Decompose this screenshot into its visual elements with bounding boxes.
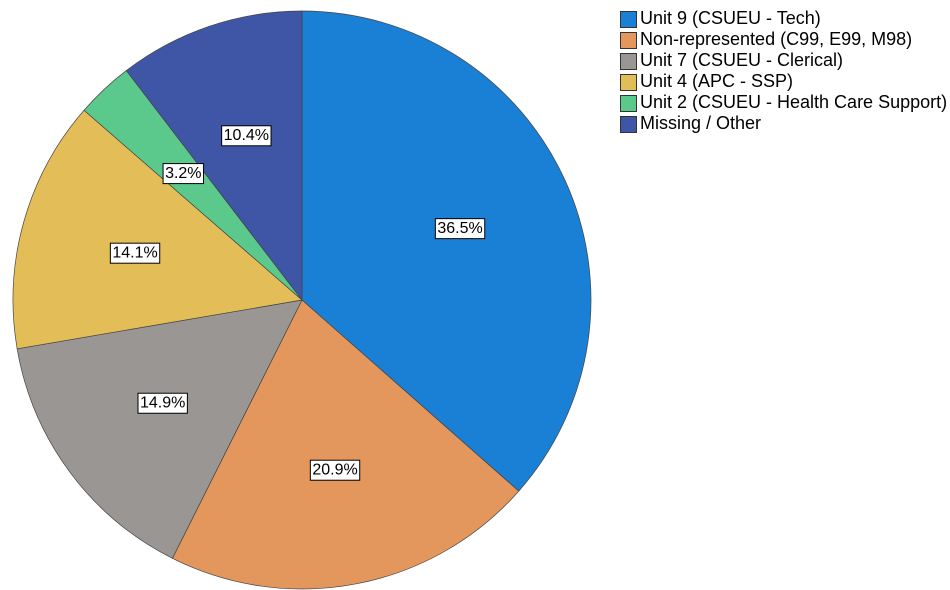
legend-label: Non-represented (C99, E99, M98) — [640, 29, 913, 49]
pie-slice — [12, 109, 303, 350]
legend-label: Unit 4 (APC - SSP) — [640, 71, 794, 91]
value-label: 10.4% — [224, 127, 269, 144]
pie-slice — [16, 299, 303, 559]
pie-area: 36.5% 20.9% 14.9% 14.1% 3.2% 10.4% — [12, 10, 592, 590]
legend-item: Unit 2 (CSUEU - Health Care Support) — [620, 92, 948, 112]
label-box — [109, 242, 161, 264]
legend-label: Unit 7 (CSUEU - Clerical) — [640, 50, 844, 70]
legend-item: Non-represented (C99, E99, M98) — [620, 29, 948, 49]
value-label: 14.1% — [112, 244, 157, 261]
value-label: 20.9% — [312, 461, 357, 478]
legend-item: Unit 4 (APC - SSP) — [620, 71, 948, 91]
data-label: 36.5% — [434, 218, 486, 240]
value-label: 36.5% — [437, 220, 482, 237]
legend-swatch — [620, 32, 637, 49]
data-label: 14.1% — [109, 242, 161, 264]
legend-item: Missing / Other — [620, 113, 948, 133]
label-box — [309, 459, 361, 481]
legend-item: Unit 7 (CSUEU - Clerical) — [620, 50, 948, 70]
legend-item: Unit 9 (CSUEU - Tech) — [620, 8, 948, 28]
legend-swatch — [620, 116, 637, 133]
pie-slice — [125, 10, 303, 302]
value-label: 14.9% — [140, 394, 185, 411]
label-box — [162, 163, 205, 185]
legend-label: Unit 2 (CSUEU - Health Care Support) — [640, 92, 948, 112]
legend-label: Missing / Other — [640, 113, 762, 133]
pie-slice — [301, 10, 592, 492]
label-box — [137, 392, 188, 414]
label-box — [434, 218, 486, 240]
legend-label: Unit 9 (CSUEU - Tech) — [640, 8, 821, 28]
label-box — [221, 125, 272, 147]
legend-swatch — [620, 95, 637, 112]
data-label: 20.9% — [309, 459, 361, 481]
value-label: 3.2% — [165, 165, 201, 182]
data-label: 10.4% — [221, 125, 272, 147]
data-label: 3.2% — [162, 163, 205, 185]
legend-swatch — [620, 53, 637, 70]
pie-slice — [171, 299, 520, 590]
data-label: 14.9% — [137, 392, 188, 414]
legend: Unit 9 (CSUEU - Tech) Non-represented (C9… — [620, 8, 948, 136]
legend-swatch — [620, 74, 637, 91]
legend-swatch — [620, 11, 637, 28]
